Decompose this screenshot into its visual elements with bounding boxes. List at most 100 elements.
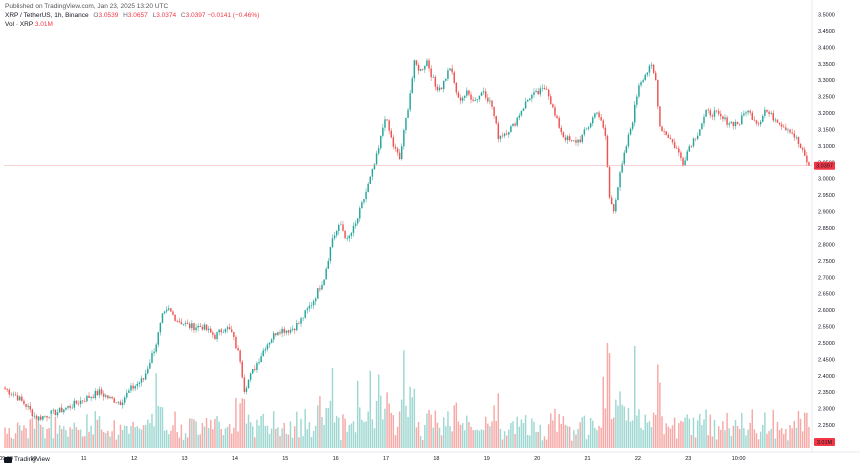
candle[interactable]: [100, 389, 103, 394]
candle[interactable]: [556, 115, 558, 118]
candle[interactable]: [186, 322, 189, 324]
candle[interactable]: [526, 99, 529, 102]
candle[interactable]: [58, 407, 61, 413]
candle[interactable]: [457, 92, 460, 98]
candle[interactable]: [419, 69, 422, 71]
candle[interactable]: [233, 331, 235, 337]
candle[interactable]: [573, 140, 575, 141]
candle[interactable]: [413, 60, 416, 79]
candle[interactable]: [442, 80, 445, 90]
candle[interactable]: [126, 392, 128, 398]
candle[interactable]: [197, 325, 199, 328]
candle[interactable]: [335, 230, 338, 236]
candle[interactable]: [176, 320, 178, 322]
candle[interactable]: [260, 356, 262, 363]
candle[interactable]: [363, 199, 365, 203]
candle[interactable]: [270, 339, 273, 343]
candle[interactable]: [312, 301, 315, 306]
candle[interactable]: [640, 82, 642, 86]
candle[interactable]: [690, 146, 693, 147]
candle[interactable]: [289, 329, 292, 333]
candle[interactable]: [293, 328, 296, 331]
candle[interactable]: [134, 386, 136, 389]
candle[interactable]: [258, 362, 260, 364]
candle[interactable]: [172, 311, 174, 315]
candle[interactable]: [210, 328, 212, 333]
candle[interactable]: [613, 204, 615, 212]
candle[interactable]: [352, 225, 355, 233]
candle[interactable]: [482, 91, 485, 93]
candle[interactable]: [266, 344, 269, 350]
candle[interactable]: [558, 117, 560, 128]
candle[interactable]: [329, 246, 332, 261]
candle[interactable]: [37, 416, 40, 421]
candle[interactable]: [669, 137, 672, 140]
candle[interactable]: [380, 135, 382, 149]
candle[interactable]: [119, 401, 122, 405]
candle[interactable]: [239, 350, 241, 362]
candle[interactable]: [144, 373, 147, 380]
candle[interactable]: [762, 115, 764, 122]
candle[interactable]: [440, 87, 443, 90]
candle[interactable]: [262, 350, 264, 357]
candle[interactable]: [646, 72, 649, 75]
candle[interactable]: [367, 183, 369, 192]
candle[interactable]: [285, 330, 288, 333]
candle[interactable]: [31, 409, 34, 417]
candle[interactable]: [331, 238, 334, 247]
candle[interactable]: [797, 137, 800, 145]
candle[interactable]: [684, 160, 686, 166]
candle[interactable]: [713, 110, 716, 117]
candle[interactable]: [29, 405, 31, 410]
candle[interactable]: [587, 127, 590, 129]
candle[interactable]: [25, 403, 27, 407]
candle[interactable]: [808, 162, 810, 166]
candle[interactable]: [501, 135, 504, 137]
candle[interactable]: [696, 135, 699, 139]
candle[interactable]: [218, 329, 220, 333]
candle[interactable]: [654, 72, 657, 80]
candle[interactable]: [56, 412, 59, 416]
candle[interactable]: [39, 416, 42, 420]
candle[interactable]: [543, 87, 546, 90]
candle[interactable]: [237, 348, 239, 351]
candle[interactable]: [741, 115, 743, 125]
candle[interactable]: [8, 389, 10, 395]
candle[interactable]: [686, 151, 688, 161]
candle[interactable]: [277, 332, 279, 336]
candle[interactable]: [699, 129, 701, 136]
candle[interactable]: [216, 332, 218, 340]
candle[interactable]: [365, 191, 367, 200]
candle[interactable]: [153, 351, 155, 354]
candle[interactable]: [505, 133, 508, 135]
candle[interactable]: [249, 373, 252, 380]
candle[interactable]: [382, 127, 384, 136]
candle[interactable]: [203, 324, 206, 330]
tradingview-logo[interactable]: TradingView: [4, 456, 50, 463]
candle[interactable]: [44, 415, 46, 417]
candle[interactable]: [132, 385, 134, 389]
candle[interactable]: [623, 152, 625, 164]
candle[interactable]: [430, 68, 432, 78]
candle[interactable]: [768, 111, 770, 114]
candle[interactable]: [279, 332, 281, 334]
candle[interactable]: [245, 387, 248, 392]
candle[interactable]: [107, 395, 109, 399]
candle[interactable]: [48, 417, 50, 419]
candle[interactable]: [774, 119, 777, 121]
candle[interactable]: [71, 407, 73, 409]
candle[interactable]: [472, 99, 474, 101]
candle[interactable]: [709, 110, 712, 116]
candle[interactable]: [732, 122, 735, 127]
candle[interactable]: [147, 368, 149, 374]
candle[interactable]: [757, 123, 760, 125]
candle[interactable]: [671, 139, 674, 143]
candle[interactable]: [340, 224, 342, 226]
candle[interactable]: [377, 148, 380, 154]
candle[interactable]: [4, 387, 6, 389]
candle[interactable]: [214, 334, 216, 340]
candle[interactable]: [487, 97, 489, 102]
candle[interactable]: [547, 89, 550, 97]
candle[interactable]: [207, 328, 210, 331]
candle[interactable]: [180, 322, 183, 325]
